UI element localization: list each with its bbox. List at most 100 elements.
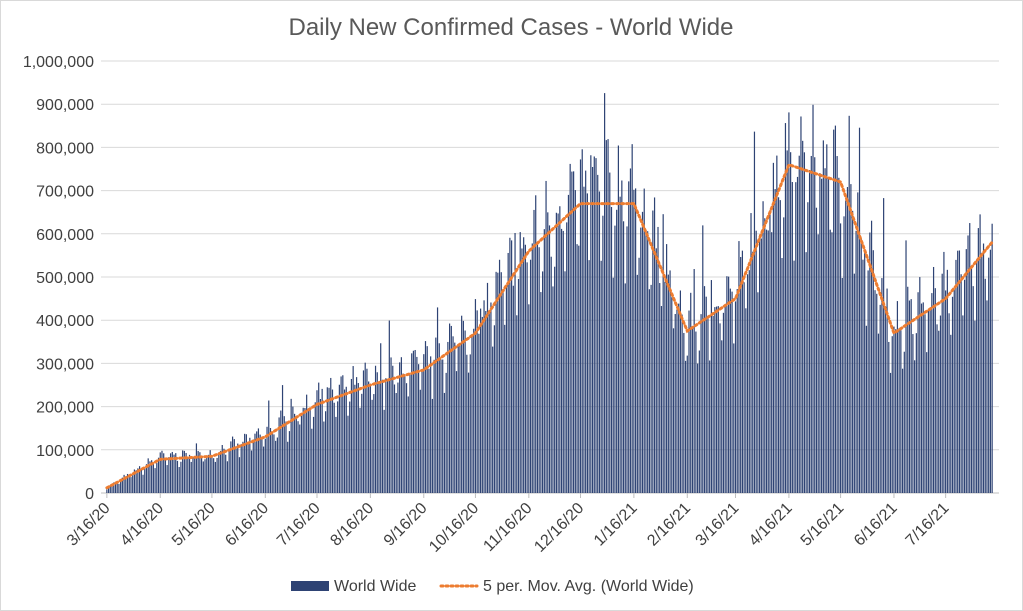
daily-case-bar — [698, 350, 700, 493]
daily-case-bar — [719, 323, 721, 493]
daily-case-bar — [734, 301, 737, 493]
daily-case-bar — [614, 225, 616, 493]
moving-average-series — [105, 162, 994, 490]
daily-case-bar — [855, 230, 857, 493]
daily-case-bar — [438, 343, 440, 493]
y-tick-label: 1,000,000 — [23, 54, 94, 71]
daily-case-bar — [562, 230, 564, 494]
daily-case-bar — [450, 325, 452, 493]
daily-case-bar — [126, 473, 129, 493]
daily-case-bar — [374, 365, 377, 493]
daily-case-bar — [972, 286, 974, 493]
daily-case-bar — [523, 237, 525, 493]
daily-case-bar — [405, 383, 408, 493]
daily-case-bar — [674, 313, 676, 493]
daily-case-bar — [474, 299, 477, 493]
daily-case-bar — [573, 171, 575, 493]
daily-case-bar — [984, 278, 986, 493]
daily-case-bar — [435, 337, 437, 493]
daily-case-bar — [784, 123, 787, 494]
daily-case-bar — [156, 463, 158, 493]
daily-case-bar — [240, 444, 242, 493]
daily-case-bar — [118, 483, 120, 493]
daily-case-bar — [907, 286, 909, 493]
daily-case-bar — [597, 174, 599, 494]
daily-case-bar — [207, 454, 210, 493]
daily-case-bar — [219, 450, 222, 493]
daily-case-bar — [979, 214, 981, 493]
x-tick-label: 1/16/21 — [591, 500, 641, 550]
daily-case-bar — [910, 299, 912, 493]
daily-case-bar — [710, 280, 713, 493]
daily-case-bar — [449, 323, 451, 493]
daily-case-bar — [540, 292, 542, 493]
daily-case-bar — [345, 386, 347, 493]
daily-case-bar — [273, 434, 275, 493]
daily-case-bar — [970, 267, 973, 493]
daily-case-bar — [807, 202, 809, 494]
daily-case-bar — [185, 452, 187, 493]
daily-case-bar — [235, 446, 237, 493]
daily-case-bar — [612, 277, 614, 493]
daily-case-bar — [695, 331, 697, 493]
daily-case-bar — [657, 226, 659, 493]
daily-case-bar — [307, 410, 309, 493]
daily-case-bar — [667, 274, 669, 493]
x-tick-label: 8/16/20 — [327, 500, 377, 550]
daily-case-bar — [827, 178, 830, 493]
daily-case-bar — [819, 173, 821, 494]
daily-case-bar — [164, 457, 167, 493]
daily-case-bar — [648, 289, 650, 493]
daily-case-bar — [390, 357, 392, 493]
daily-case-bar — [655, 248, 657, 493]
daily-case-bar — [519, 232, 521, 493]
daily-case-bar — [762, 201, 764, 493]
daily-case-bar — [679, 290, 681, 493]
daily-case-bar — [659, 283, 661, 493]
daily-case-bar — [831, 232, 833, 493]
daily-case-bar — [610, 206, 613, 493]
daily-case-bar — [705, 296, 707, 493]
daily-case-bar — [457, 345, 459, 493]
daily-case-bar — [581, 149, 583, 493]
daily-case-bar — [690, 292, 692, 493]
daily-case-bar — [280, 410, 282, 493]
daily-case-bar — [106, 489, 108, 493]
daily-case-bar — [621, 180, 623, 493]
daily-case-bar — [852, 210, 854, 494]
x-tick-label: 6/16/21 — [851, 500, 901, 550]
daily-case-bar — [977, 228, 979, 493]
daily-case-bar — [137, 468, 139, 493]
y-tick-label: 700,000 — [36, 184, 94, 201]
daily-case-bar — [576, 244, 578, 493]
daily-case-bar — [492, 346, 494, 493]
daily-case-bar — [197, 450, 199, 493]
daily-case-bar — [459, 345, 461, 493]
daily-case-bar — [218, 452, 220, 493]
daily-case-bar — [908, 300, 911, 493]
daily-case-bar — [278, 417, 280, 493]
daily-case-bar — [443, 392, 446, 493]
daily-case-bar — [898, 328, 900, 493]
daily-case-bar — [213, 458, 215, 493]
daily-case-bar — [647, 231, 649, 494]
daily-case-bar — [640, 227, 642, 493]
daily-case-bar — [922, 302, 924, 493]
daily-case-bar — [302, 407, 304, 493]
daily-case-bar — [142, 474, 144, 493]
daily-case-bar — [166, 465, 168, 493]
daily-case-bar — [321, 388, 323, 493]
daily-case-bar — [945, 290, 947, 493]
daily-case-bar — [159, 452, 161, 493]
daily-case-bar — [786, 150, 788, 493]
daily-case-bar — [697, 363, 699, 493]
daily-case-bar — [316, 390, 318, 493]
x-tick-label: 11/16/20 — [480, 500, 535, 555]
daily-case-bar — [671, 297, 673, 493]
daily-case-bar — [542, 271, 544, 493]
daily-case-bar — [726, 276, 728, 493]
daily-case-bar — [798, 155, 800, 494]
daily-case-bar — [724, 304, 726, 493]
daily-case-bar — [512, 285, 514, 493]
daily-case-bar — [152, 462, 154, 493]
